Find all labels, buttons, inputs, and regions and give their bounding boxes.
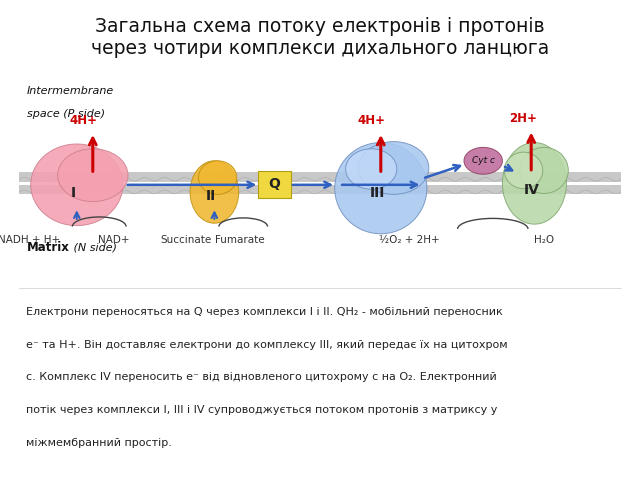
Text: 4H+: 4H+ xyxy=(69,114,97,127)
Text: Cyt c: Cyt c xyxy=(472,156,495,165)
Bar xyxy=(19,185,621,194)
Ellipse shape xyxy=(190,161,239,223)
Ellipse shape xyxy=(58,149,128,202)
Ellipse shape xyxy=(520,147,568,193)
Ellipse shape xyxy=(31,144,123,226)
Text: III: III xyxy=(370,186,385,200)
Text: c. Комплекс IV переносить е⁻ від відновленого цитохрому c на О₂. Електронний: c. Комплекс IV переносить е⁻ від відновл… xyxy=(26,372,497,383)
Text: space (P side): space (P side) xyxy=(27,109,105,119)
Text: Matrix: Matrix xyxy=(27,240,70,254)
Ellipse shape xyxy=(346,149,397,189)
Text: міжмембранний простір.: міжмембранний простір. xyxy=(26,438,172,448)
Text: e⁻ та Н+. Він доставляє електрони до комплексу III, який передає їх на цитохром: e⁻ та Н+. Він доставляє електрони до ком… xyxy=(26,340,508,350)
Text: ½O₂ + 2H+: ½O₂ + 2H+ xyxy=(380,235,440,245)
Text: Succinate: Succinate xyxy=(160,235,211,245)
Text: II: II xyxy=(206,189,216,203)
Ellipse shape xyxy=(358,142,429,194)
Ellipse shape xyxy=(198,161,237,194)
Ellipse shape xyxy=(464,147,502,174)
Text: Fumarate: Fumarate xyxy=(215,235,265,245)
Text: 4H+: 4H+ xyxy=(357,114,385,127)
Text: I: I xyxy=(71,186,76,200)
Ellipse shape xyxy=(502,143,566,224)
Text: NADH + H+: NADH + H+ xyxy=(0,235,60,245)
Ellipse shape xyxy=(504,152,543,189)
Bar xyxy=(19,172,621,181)
FancyBboxPatch shape xyxy=(258,171,291,198)
Text: Intermembrane: Intermembrane xyxy=(27,86,114,96)
Ellipse shape xyxy=(335,143,427,234)
Text: H₂O: H₂O xyxy=(534,235,554,245)
Text: через чотири комплекси дихального ланцюга: через чотири комплекси дихального ланцюг… xyxy=(91,38,549,58)
Text: NAD+: NAD+ xyxy=(98,235,130,245)
Text: Q: Q xyxy=(269,177,280,192)
Text: потік через комплекси І, ІІІ і IV супроводжується потоком протонів з матриксу у: потік через комплекси І, ІІІ і IV супров… xyxy=(26,405,497,415)
Text: Електрони переносяться на Q через комплекси I і II. QH₂ - мобільний переносник: Електрони переносяться на Q через компле… xyxy=(26,307,502,317)
Text: 2H+: 2H+ xyxy=(509,112,538,125)
Text: IV: IV xyxy=(524,182,539,197)
Text: (N side): (N side) xyxy=(70,242,117,252)
Text: Загальна схема потоку електронів і протонів: Загальна схема потоку електронів і прото… xyxy=(95,17,545,36)
